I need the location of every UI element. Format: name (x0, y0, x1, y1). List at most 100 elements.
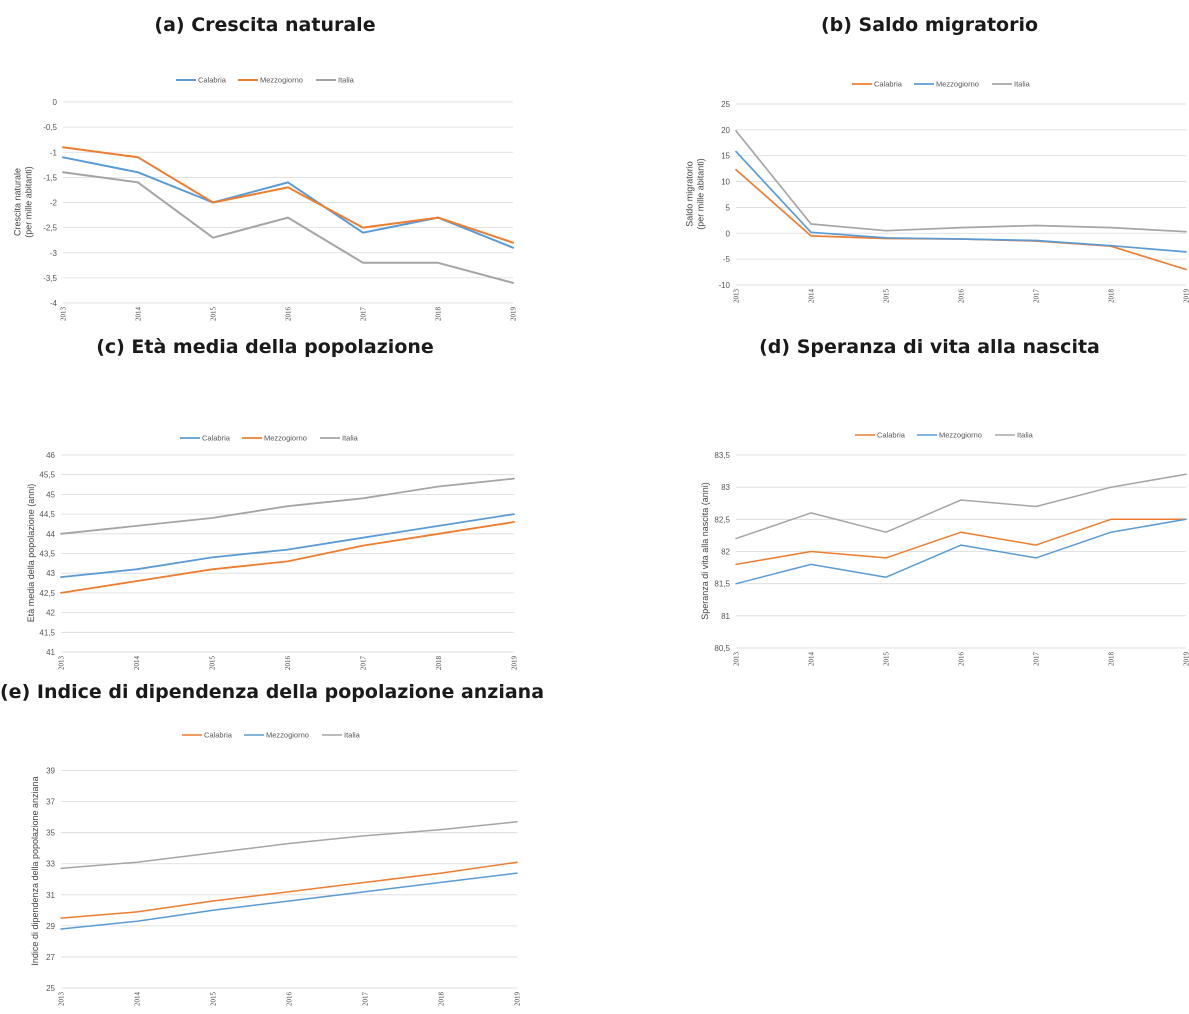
y-tick-label: -2,5 (43, 224, 57, 233)
x-tick-label: 2015 (883, 652, 891, 667)
y-tick-label: 43,5 (39, 550, 55, 559)
y-tick-label: 82 (721, 548, 730, 557)
legend-label: Italia (344, 731, 361, 740)
x-tick-label: 2016 (958, 652, 966, 667)
y-tick-label: 41 (46, 648, 55, 657)
y-tick-label: 41,5 (39, 628, 55, 637)
y-tick-label: 0 (726, 229, 731, 238)
x-tick-label: 2019 (1183, 652, 1189, 667)
x-tick-label: 2014 (134, 992, 142, 1007)
x-tick-label: 2018 (1108, 652, 1116, 667)
y-tick-label: -0,5 (43, 123, 57, 132)
y-tick-label: 27 (46, 953, 55, 962)
y-tick-label: 82,5 (714, 515, 730, 524)
legend-label: Mezzogiorno (936, 80, 979, 89)
series-line-mezzogiorno (735, 150, 1187, 253)
legend-label: Mezzogiorno (264, 434, 307, 443)
chart-panel-speranza-di-vita: (d) Speranza di vita alla nascita 83,5 83… (670, 330, 1189, 675)
y-tick-label: 20 (721, 126, 730, 135)
y-tick-label: 5 (726, 203, 731, 212)
x-tick-label: 2017 (360, 307, 368, 322)
y-tick-label: 39 (46, 767, 55, 776)
y-tick-label: 81,5 (714, 580, 730, 589)
series-line-calabria (60, 513, 515, 579)
y-tick-label: 35 (46, 829, 55, 838)
y-tick-label: -1,5 (43, 173, 57, 182)
y-tick-label: 45,5 (39, 471, 55, 480)
legend-label: Mezzogiorno (939, 431, 982, 440)
chart-panel-saldo-migratorio: (b) Saldo migratorio 25 20 15 10 5 0 -5 -10 2013… (670, 0, 1189, 330)
series-line-italia (735, 473, 1187, 540)
x-tick-label: 2019 (510, 307, 518, 322)
series-line-italia (62, 171, 514, 284)
x-tick-label: 2013 (733, 652, 741, 667)
x-tick-label: 2014 (135, 307, 143, 322)
y-tick-label: 42,5 (39, 589, 55, 598)
x-tick-label: 2019 (1183, 289, 1189, 304)
x-tick-label: 2018 (438, 992, 446, 1007)
x-tick-label: 2014 (808, 652, 816, 667)
y-tick-label: 15 (721, 152, 730, 161)
y-axis-label: Indice di dipendenza della popolazione a… (30, 776, 40, 965)
legend-label: Mezzogiorno (266, 731, 309, 740)
series-line-mezzogiorno (735, 518, 1187, 585)
x-tick-label: 2018 (1108, 289, 1116, 304)
legend-label: Calabria (877, 431, 906, 440)
legend-label: Calabria (204, 731, 233, 740)
y-tick-label: 31 (46, 891, 55, 900)
x-tick-label: 2017 (1033, 652, 1041, 667)
legend-label: Mezzogiorno (260, 76, 303, 85)
legend-label: Italia (1017, 431, 1034, 440)
x-tick-label: 2019 (514, 992, 522, 1007)
x-tick-label: 2017 (360, 656, 368, 671)
chart-title: (e) Indice di dipendenza della popolazio… (0, 681, 545, 703)
x-tick-label: 2013 (60, 307, 68, 322)
y-tick-label: 25 (721, 100, 730, 109)
x-tick-label: 2016 (958, 289, 966, 304)
y-tick-label: 29 (46, 922, 55, 931)
y-tick-label: 37 (46, 798, 55, 807)
legend-label: Italia (338, 76, 355, 85)
y-tick-label: 80,5 (714, 644, 730, 653)
legend-label: Calabria (202, 434, 231, 443)
y-axis-label: Saldo migratorio (685, 161, 695, 227)
x-tick-label: 2013 (58, 656, 66, 671)
y-tick-label: -4 (50, 299, 58, 308)
y-tick-label: -3,5 (43, 274, 57, 283)
legend-label: Calabria (198, 76, 227, 85)
y-tick-label: 45 (46, 490, 55, 499)
y-axis-label: (per mille abitanti) (24, 166, 34, 238)
y-axis-label: Età media della popolazione (anni) (26, 484, 36, 623)
x-tick-label: 2014 (133, 656, 141, 671)
y-tick-label: 44,5 (39, 510, 55, 519)
series-line-calabria (735, 518, 1187, 566)
series-line-italia (60, 477, 515, 535)
y-tick-label: 81 (721, 612, 730, 621)
x-tick-label: 2013 (58, 992, 66, 1007)
x-tick-label: 2018 (435, 656, 443, 671)
series-line-italia (735, 130, 1187, 233)
x-tick-label: 2018 (435, 307, 443, 322)
y-tick-label: -1 (50, 148, 58, 157)
series-line-calabria (735, 168, 1187, 271)
x-tick-label: 2016 (284, 656, 292, 671)
chart-title: (d) Speranza di vita alla nascita (759, 336, 1100, 358)
legend-label: Calabria (874, 80, 903, 89)
y-axis-label: Speranza di vita alla nascita (anni) (700, 482, 710, 620)
x-tick-label: 2016 (285, 307, 293, 322)
x-tick-label: 2014 (808, 289, 816, 304)
x-tick-label: 2017 (1033, 289, 1041, 304)
legend-label: Italia (342, 434, 359, 443)
y-tick-label: -3 (50, 249, 58, 258)
chart-panel-eta-media: (c) Età media della popolazione 46 45,5 45… (0, 330, 530, 675)
y-tick-label: 83 (721, 483, 730, 492)
y-tick-label: -2 (50, 199, 58, 208)
x-tick-label: 2017 (362, 992, 370, 1007)
series-line-calabria (60, 861, 518, 919)
x-tick-label: 2013 (733, 289, 741, 304)
y-tick-label: 44 (46, 530, 55, 539)
